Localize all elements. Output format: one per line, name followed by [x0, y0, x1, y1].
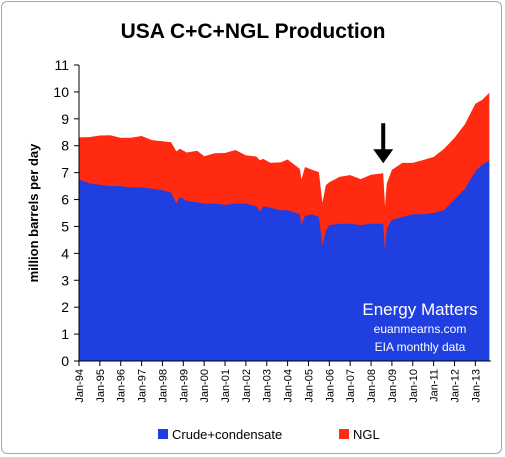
- x-tick-label: Jan-04: [283, 369, 295, 403]
- annotation-site: euanmearns.com: [374, 322, 467, 336]
- arrow-annotation: [373, 123, 394, 164]
- x-tick-label: Jan-08: [366, 369, 378, 403]
- y-tick-label: 4: [61, 245, 69, 261]
- legend-swatch: [339, 429, 349, 439]
- x-tick-label: Jan-97: [137, 369, 149, 403]
- y-tick-label: 6: [61, 192, 69, 208]
- chart-title: USA C+C+NGL Production: [121, 20, 386, 43]
- x-tick-label: Jan-02: [241, 369, 253, 403]
- x-tick-label: Jan-07: [345, 369, 357, 403]
- annotation-title: Energy Matters: [362, 300, 477, 319]
- source-annotation: Energy Matters euanmearns.com EIA monthl…: [362, 300, 477, 354]
- y-tick-label: 8: [61, 138, 69, 154]
- y-tick-label: 7: [61, 165, 69, 181]
- x-tick-label: Jan-09: [387, 369, 399, 403]
- x-tick-label: Jan-10: [408, 369, 420, 403]
- series-crude-condensate-area: [79, 160, 490, 361]
- legend-label: NGL: [353, 427, 380, 442]
- x-tick-label: Jan-98: [157, 369, 169, 403]
- axes: [78, 65, 491, 362]
- annotation-source: EIA monthly data: [375, 340, 466, 354]
- legend-swatch: [158, 429, 168, 439]
- legend-item: Crude+condensate: [158, 427, 282, 442]
- x-tick-label: Jan-11: [429, 369, 441, 402]
- y-tick-label: 3: [61, 272, 69, 288]
- y-tick-label: 11: [54, 57, 69, 73]
- x-tick-label: Jan-13: [470, 369, 482, 403]
- x-ticks: Jan-94 Jan-95 Jan-96 Jan-97 Jan-98 Jan-99 Jan-…: [74, 361, 482, 403]
- x-tick-label: Jan-05: [303, 369, 315, 403]
- x-tick-label: Jan-12: [449, 369, 461, 403]
- arrow-head: [373, 149, 394, 164]
- y-axis-label: million barrels per day: [26, 143, 41, 282]
- legend-item: NGL: [339, 427, 380, 442]
- y-tick-label: 10: [53, 84, 69, 100]
- y-ticks: 0 1 2 3 4 5 6 7 8 9 10 11: [53, 57, 79, 369]
- y-tick-label: 9: [61, 111, 69, 127]
- x-tick-label: Jan-01: [220, 369, 232, 403]
- x-tick-label: Jan-00: [199, 369, 211, 403]
- y-tick-label: 5: [61, 218, 69, 234]
- legend-label: Crude+condensate: [172, 427, 282, 442]
- y-tick-label: 2: [61, 299, 69, 315]
- x-tick-label: Jan-94: [74, 369, 86, 403]
- series-layer: [79, 92, 490, 361]
- x-tick-label: Jan-95: [95, 369, 107, 403]
- x-tick-label: Jan-06: [324, 369, 336, 403]
- x-tick-label: Jan-03: [262, 369, 274, 403]
- y-tick-label: 1: [61, 326, 69, 342]
- y-tick-label: 0: [61, 353, 69, 369]
- x-tick-label: Jan-99: [178, 369, 190, 403]
- legend: Crude+condensate NGL: [158, 427, 380, 442]
- x-tick-label: Jan-96: [116, 369, 128, 403]
